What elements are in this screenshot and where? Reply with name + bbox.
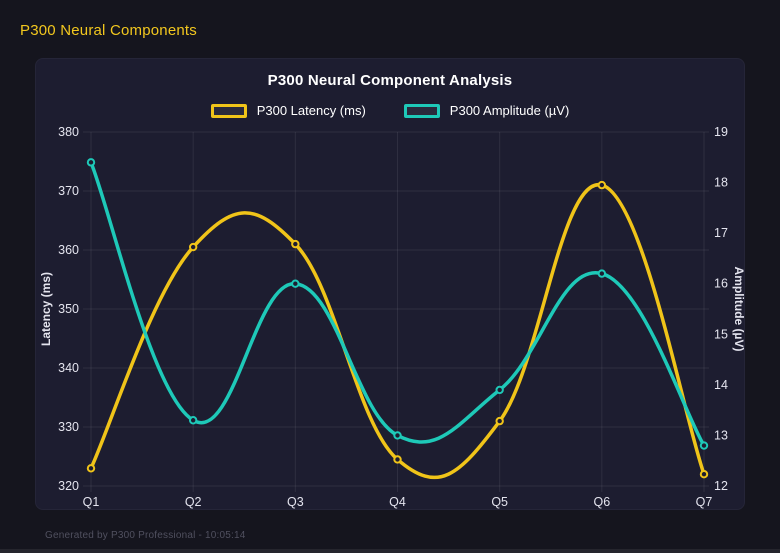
bottom-divider <box>0 549 780 553</box>
y-axis-left-title: Latency (ms) <box>39 272 53 346</box>
svg-text:Q5: Q5 <box>491 495 508 509</box>
amplitude-line-point <box>699 441 709 450</box>
legend-swatch-icon <box>403 103 440 118</box>
legend-label: P300 Amplitude (µV) <box>449 103 570 118</box>
footer-text: Generated by P300 Professional - 10:05:1… <box>45 530 246 541</box>
svg-text:18: 18 <box>714 176 728 190</box>
svg-text:330: 330 <box>58 420 79 434</box>
latency-line-point <box>495 416 504 426</box>
svg-text:320: 320 <box>58 479 79 493</box>
y-axis-right-ticks: 12 13 14 15 16 17 18 19 <box>714 125 728 493</box>
legend-swatch-icon <box>210 103 247 118</box>
svg-text:360: 360 <box>58 243 79 257</box>
chart-legend: P300 Latency (ms) P300 Amplitude (µV) <box>36 103 744 118</box>
legend-item-amplitude[interactable]: P300 Amplitude (µV) <box>403 103 570 118</box>
latency-line-point <box>188 242 198 252</box>
latency-line-point <box>597 180 607 190</box>
legend-label: P300 Latency (ms) <box>256 103 366 118</box>
svg-text:12: 12 <box>714 479 728 493</box>
latency-line <box>86 180 709 479</box>
svg-text:Q3: Q3 <box>287 495 304 509</box>
amplitude-line-point <box>597 269 607 278</box>
svg-text:Q7: Q7 <box>696 495 713 509</box>
amplitude-line-point <box>393 431 402 440</box>
latency-line-point <box>291 239 300 249</box>
y-axis-right-title: Amplitude (µV) <box>732 267 746 352</box>
svg-text:340: 340 <box>58 361 79 375</box>
latency-line-point <box>86 464 96 473</box>
amplitude-line-point <box>495 385 504 395</box>
page-title: P300 Neural Components <box>20 22 198 39</box>
legend-item-latency[interactable]: P300 Latency (ms) <box>210 103 366 118</box>
svg-text:370: 370 <box>58 184 79 198</box>
svg-text:Q4: Q4 <box>389 495 406 509</box>
svg-text:17: 17 <box>714 226 728 240</box>
svg-text:Q2: Q2 <box>185 495 202 509</box>
svg-text:13: 13 <box>714 428 728 442</box>
y-axis-left-ticks: 320 330 340 350 360 370 380 <box>58 125 79 493</box>
svg-text:Q6: Q6 <box>593 495 610 509</box>
latency-line-point <box>393 455 402 464</box>
grid-lines <box>83 131 709 492</box>
x-axis-ticks: Q1 Q2 Q3 Q4 Q5 Q6 Q7 <box>83 495 713 509</box>
chart-panel: 320 330 340 350 360 370 380 12 13 14 15 16 17 18 19 Q1 Q… <box>35 58 746 510</box>
svg-text:14: 14 <box>714 378 728 392</box>
svg-text:380: 380 <box>58 125 79 139</box>
latency-line-point <box>699 470 709 479</box>
svg-text:16: 16 <box>714 277 728 291</box>
amplitude-line <box>86 158 709 450</box>
amplitude-line-point <box>188 416 198 425</box>
amplitude-line-point <box>86 158 96 167</box>
amplitude-line-point <box>291 279 300 288</box>
chart-title: P300 Neural Component Analysis <box>267 72 513 89</box>
svg-text:350: 350 <box>58 302 79 316</box>
svg-text:15: 15 <box>714 327 728 341</box>
svg-text:Q1: Q1 <box>83 495 100 509</box>
svg-text:19: 19 <box>714 125 728 139</box>
